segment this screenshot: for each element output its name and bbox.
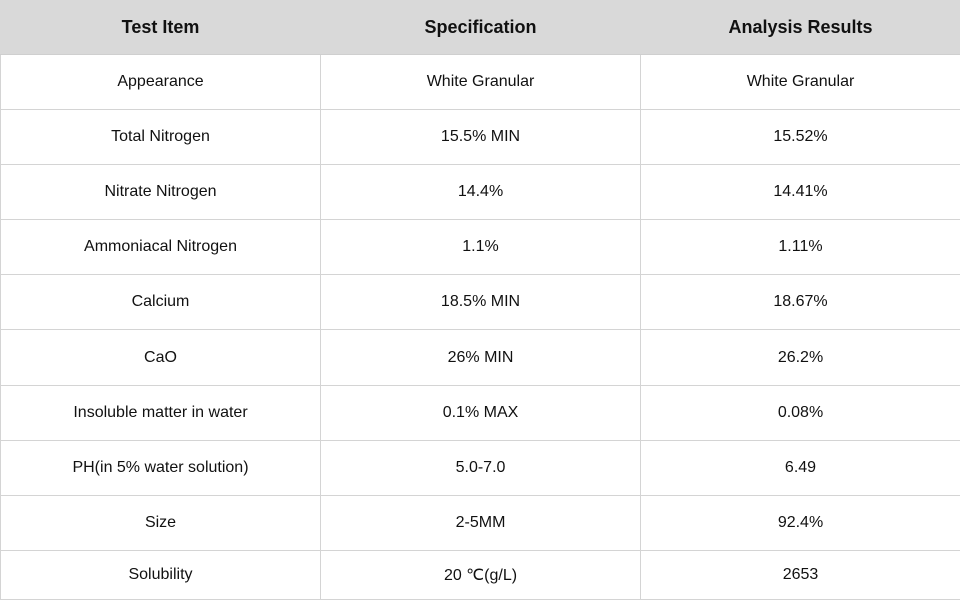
table-row: Size 2-5MM 92.4% bbox=[0, 494, 960, 551]
table-row: Solubility 20 ℃(g/L) 2653 bbox=[0, 549, 960, 600]
cell-specification: 2-5MM bbox=[320, 494, 641, 551]
cell-analysis-result: 15.52% bbox=[640, 109, 960, 166]
cell-test-item: CaO bbox=[0, 329, 321, 386]
header-analysis-results: Analysis Results bbox=[640, 0, 960, 55]
cell-test-item: Solubility bbox=[0, 549, 321, 600]
cell-analysis-result: 26.2% bbox=[640, 329, 960, 386]
cell-specification: 20 ℃(g/L) bbox=[320, 549, 641, 600]
cell-specification: 5.0-7.0 bbox=[320, 439, 641, 496]
cell-test-item: Calcium bbox=[0, 274, 321, 331]
cell-test-item: Total Nitrogen bbox=[0, 109, 321, 166]
cell-analysis-result: 18.67% bbox=[640, 274, 960, 331]
cell-test-item: Appearance bbox=[0, 53, 321, 111]
cell-specification: 14.4% bbox=[320, 164, 641, 221]
cell-analysis-result: White Granular bbox=[640, 53, 960, 111]
table-row: Calcium 18.5% MIN 18.67% bbox=[0, 274, 960, 331]
table-row: Total Nitrogen 15.5% MIN 15.52% bbox=[0, 109, 960, 166]
cell-test-item: Nitrate Nitrogen bbox=[0, 164, 321, 221]
cell-specification: 15.5% MIN bbox=[320, 109, 641, 166]
cell-specification: 1.1% bbox=[320, 219, 641, 276]
table-row: Nitrate Nitrogen 14.4% 14.41% bbox=[0, 164, 960, 221]
table-row: Appearance White Granular White Granular bbox=[0, 53, 960, 111]
cell-specification: 26% MIN bbox=[320, 329, 641, 386]
cell-analysis-result: 92.4% bbox=[640, 494, 960, 551]
cell-analysis-result: 0.08% bbox=[640, 384, 960, 441]
cell-test-item: Size bbox=[0, 494, 321, 551]
table-row: CaO 26% MIN 26.2% bbox=[0, 329, 960, 386]
cell-analysis-result: 2653 bbox=[640, 549, 960, 600]
cell-test-item: PH(in 5% water solution) bbox=[0, 439, 321, 496]
table-row: Ammoniacal Nitrogen 1.1% 1.11% bbox=[0, 219, 960, 276]
header-specification: Specification bbox=[320, 0, 641, 55]
cell-specification: 0.1% MAX bbox=[320, 384, 641, 441]
header-row: Test Item Specification Analysis Results bbox=[0, 0, 960, 55]
cell-specification: White Granular bbox=[320, 53, 641, 111]
header-test-item: Test Item bbox=[0, 0, 321, 55]
cell-test-item: Insoluble matter in water bbox=[0, 384, 321, 441]
table-row: PH(in 5% water solution) 5.0-7.0 6.49 bbox=[0, 439, 960, 496]
cell-analysis-result: 6.49 bbox=[640, 439, 960, 496]
table-row: Insoluble matter in water 0.1% MAX 0.08% bbox=[0, 384, 960, 441]
cell-analysis-result: 1.11% bbox=[640, 219, 960, 276]
table-header: Test Item Specification Analysis Results bbox=[0, 0, 960, 55]
cell-test-item: Ammoniacal Nitrogen bbox=[0, 219, 321, 276]
cell-analysis-result: 14.41% bbox=[640, 164, 960, 221]
table-body: Appearance White Granular White Granular… bbox=[0, 53, 960, 600]
cell-specification: 18.5% MIN bbox=[320, 274, 641, 331]
